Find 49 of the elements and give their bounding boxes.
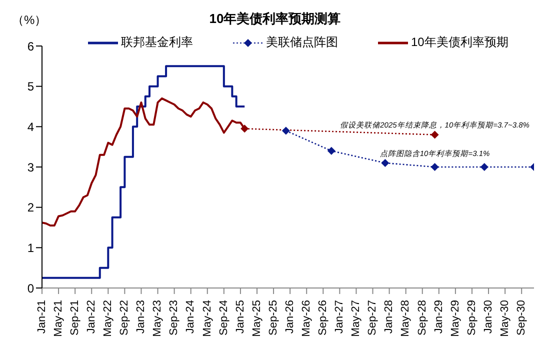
point <box>327 146 336 155</box>
x-tick-label: May-22 <box>102 300 114 337</box>
point <box>430 163 439 171</box>
x-tick-label: Sep-28 <box>416 300 428 336</box>
x-tick-label: Sep-21 <box>68 300 81 336</box>
point <box>240 124 249 133</box>
x-tick-label: Jan-29 <box>432 300 445 334</box>
chart-title: 10年美债利率预期测算 <box>209 11 341 26</box>
x-tick-label: Jan-22 <box>86 300 98 334</box>
x-tick-label: Sep-26 <box>317 300 330 336</box>
x-tick-label: May-25 <box>250 300 263 337</box>
y-tick-label: 3 <box>27 160 34 174</box>
x-tick-label: Jan-27 <box>334 300 346 334</box>
y-tick-label: 2 <box>27 200 34 215</box>
x-tick-label: May-27 <box>350 300 362 337</box>
point <box>282 126 290 135</box>
x-tick-label: Jan-21 <box>36 300 48 334</box>
x-tick-label: Sep-29 <box>466 300 478 336</box>
point <box>430 130 439 139</box>
x-tick-label: May-21 <box>52 300 64 337</box>
x-tick-label: May-30 <box>498 300 511 337</box>
x-tick-label: Sep-23 <box>168 300 180 336</box>
x-tick-label: Jan-25 <box>234 300 246 334</box>
x-tick-label: Sep-24 <box>218 300 230 336</box>
x-tick-label: May-26 <box>300 300 313 337</box>
y-tick-label: 1 <box>27 240 34 255</box>
x-tick-label: May-29 <box>449 300 462 337</box>
x-tick-label: Jan-26 <box>284 300 296 334</box>
x-tick-label: Sep-27 <box>366 300 379 336</box>
x-tick-label: May-28 <box>400 300 412 337</box>
x-tick-label: Jan-28 <box>383 300 396 334</box>
legend-label: 10年美债利率预期 <box>411 34 508 51</box>
x-tick-label: Jan-30 <box>482 300 494 334</box>
y-tick-label: 5 <box>27 80 34 94</box>
x-tick-label: Jan-24 <box>184 300 197 334</box>
x-tick-label: May-24 <box>201 300 214 337</box>
point <box>480 163 488 171</box>
x-tick-label: May-23 <box>152 300 164 337</box>
point <box>381 158 390 167</box>
y-tick-label: 0 <box>27 281 34 296</box>
x-tick-label: Sep-25 <box>267 300 280 336</box>
x-tick-label: Jan-23 <box>135 300 148 334</box>
legend-label: 联邦基金利率 <box>121 34 193 51</box>
x-tick-label: Sep-22 <box>118 300 131 336</box>
y-tick-label: 4 <box>27 120 34 134</box>
legend-label: 美联储点阵图 <box>266 34 338 51</box>
y-axis-title: （%） <box>12 12 47 29</box>
y-tick-label: 6 <box>27 39 34 54</box>
x-tick-label: Sep-30 <box>516 300 528 336</box>
